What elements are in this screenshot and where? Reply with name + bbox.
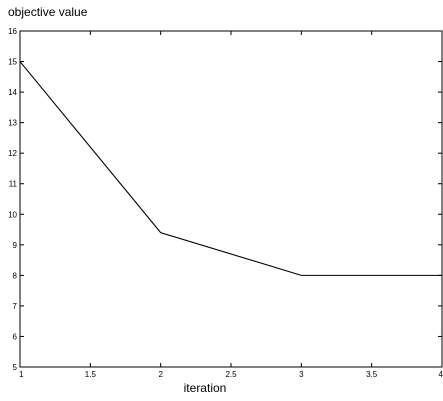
y-axis-ticks: 5 6 7 8 9 10 11 12 13 14 15 16 (8, 27, 442, 372)
x-tick-label: 1.5 (85, 370, 97, 379)
x-tick-label: 4 (439, 370, 443, 379)
y-tick-label: 14 (8, 88, 17, 97)
y-tick-label: 12 (8, 149, 17, 158)
y-tick-label: 16 (8, 27, 17, 36)
x-tick-label: 3.5 (366, 370, 378, 379)
x-axis-label: iteration (184, 381, 227, 395)
x-tick-label: 2.5 (225, 370, 237, 379)
y-tick-label: 9 (13, 241, 18, 250)
y-tick-label: 11 (9, 180, 18, 189)
y-axis-label: objective value (8, 5, 88, 19)
y-tick-label: 13 (8, 119, 17, 128)
y-tick-label: 7 (13, 302, 18, 311)
x-tick-label: 3 (299, 370, 304, 379)
y-tick-label: 10 (8, 210, 17, 219)
series-line (19, 61, 442, 276)
x-tick-label: 1 (19, 370, 24, 379)
plot-area-frame (19, 30, 443, 368)
x-tick-label: 2 (158, 370, 163, 379)
series-layer (19, 61, 442, 276)
y-tick-label: 8 (13, 271, 18, 280)
y-tick-label: 15 (8, 58, 17, 67)
y-tick-label: 5 (13, 363, 18, 372)
x-axis-ticks: 1 1.5 2 2.5 3 3.5 4 (19, 31, 443, 379)
y-tick-label: 6 (13, 332, 18, 341)
